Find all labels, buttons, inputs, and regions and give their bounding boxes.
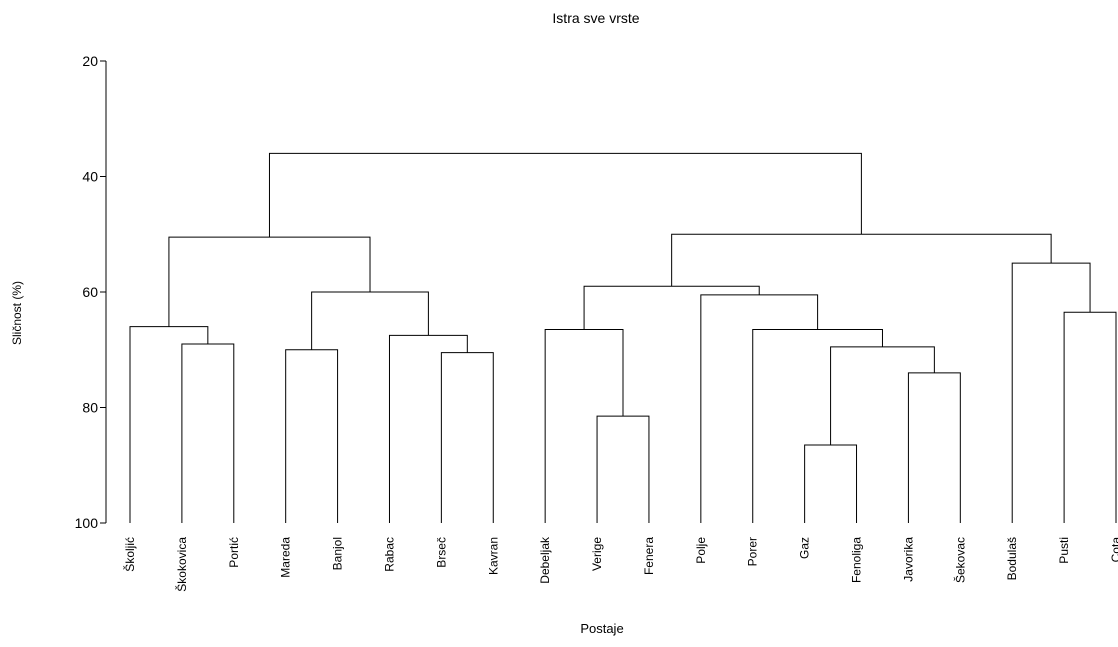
leaf-label: Kavran: [486, 537, 500, 575]
dendrogram-link: [311, 291, 429, 350]
leaf-label: Mareda: [279, 537, 293, 578]
y-tick-label: 60: [82, 284, 98, 300]
leaf-label: Rabac: [382, 537, 396, 572]
dendrogram-link: [1063, 311, 1117, 523]
dendrogram-link: [129, 326, 209, 523]
leaf-label: Cota: [1109, 537, 1118, 563]
y-tick-label: 80: [82, 400, 98, 416]
dendrogram-link: [388, 334, 468, 523]
leaf-label: Bodulaš: [1005, 537, 1019, 580]
dendrogram-link: [285, 349, 339, 523]
y-tick-label: 40: [82, 169, 98, 185]
leaf-label: Pusti: [1057, 537, 1071, 564]
leaf-label: Brseč: [434, 537, 448, 568]
dendrogram-link: [752, 329, 883, 523]
dendrogram-link: [1011, 262, 1091, 523]
leaf-label: Debeljak: [538, 536, 552, 584]
dendrogram-link: [583, 285, 760, 330]
leaf-label: Verige: [590, 537, 604, 571]
x-axis-label: Postaje: [580, 621, 623, 636]
dendrogram-link: [804, 444, 858, 523]
leaf-labels: Školjić Škokovica Portić Mareda Banjol Rabac B…: [122, 536, 1118, 592]
dendrogram-link: [671, 233, 1052, 287]
dendrogram-link: [596, 415, 650, 523]
dendrogram-link: [544, 329, 624, 523]
leaf-label: Škokovica: [174, 537, 189, 592]
leaf-label: Fenera: [642, 537, 656, 575]
dendrogram-link: [168, 236, 371, 327]
leaf-label: Fenoliga: [850, 537, 864, 583]
leaf-label: Porer: [746, 537, 760, 566]
leaf-label: Banjol: [331, 537, 345, 570]
leaf-label: Gaz: [798, 537, 812, 559]
leaf-label: Šekovac: [952, 537, 967, 583]
leaf-label: Polje: [694, 537, 708, 564]
chart-title: Istra sve vrste: [552, 10, 639, 26]
y-tick-label: 100: [75, 515, 99, 531]
y-axis-ticks: 20 40 60 80 100: [75, 53, 106, 531]
leaf-label: Javorika: [901, 537, 915, 582]
y-axis-label: Sličnost (%): [10, 281, 24, 345]
leaf-label: Školjić: [122, 537, 137, 572]
dendrogram-link: [700, 294, 819, 523]
dendrogram-link: [440, 352, 494, 523]
y-tick-label: 20: [82, 53, 98, 69]
dendrogram-link: [268, 152, 862, 238]
dendrogram-links: [129, 152, 1117, 523]
dendrogram-link: [907, 372, 961, 523]
dendrogram-link: [830, 346, 935, 446]
dendrogram-link: [181, 343, 235, 523]
leaf-label: Portić: [227, 537, 241, 568]
